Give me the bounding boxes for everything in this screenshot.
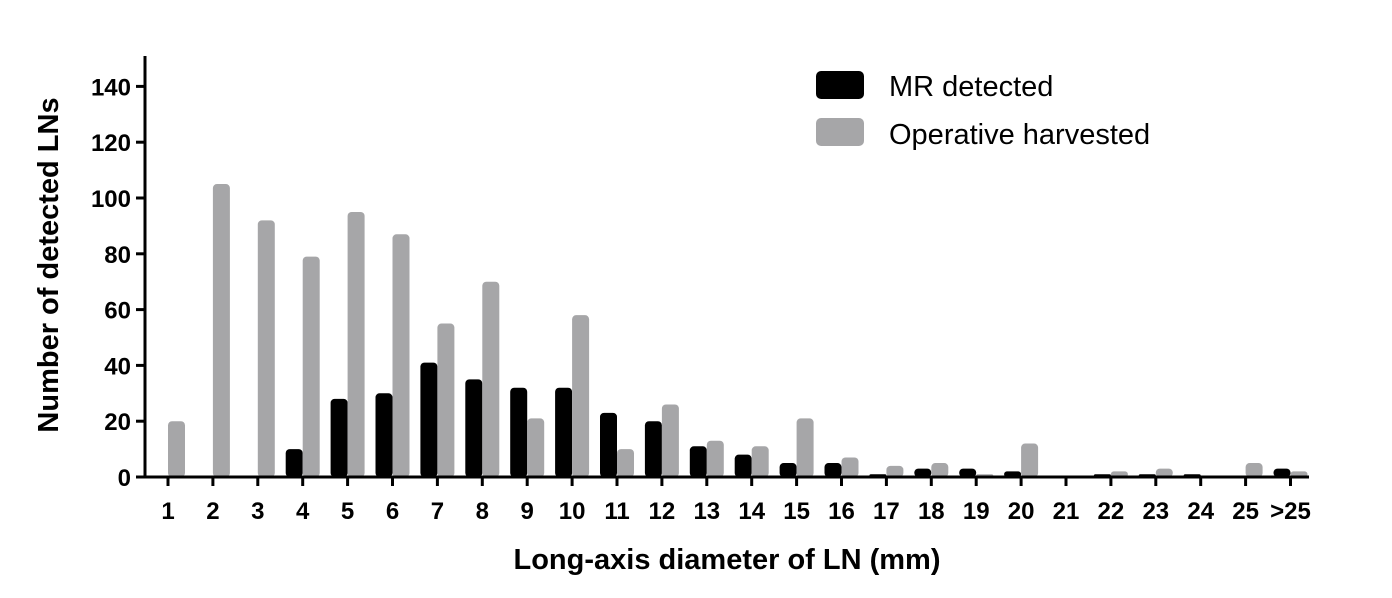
x-axis-title: Long-axis diameter of LN (mm)	[514, 544, 941, 576]
x-tick-label-22: 22	[1098, 498, 1125, 525]
bar-operative-harvested-12	[661, 404, 679, 477]
bar-operative-harvested-17	[886, 465, 904, 477]
bar-operative-harvested-13	[706, 440, 724, 477]
bar-operative-harvested-18	[931, 463, 949, 477]
legend-label-operative-harvested: Operative harvested	[889, 119, 1150, 151]
x-tick-label-12: 12	[649, 498, 676, 525]
bar-mr-detected-13	[689, 446, 707, 477]
x-tick-label-4: 4	[296, 498, 310, 525]
x-tick-label-gt25: >25	[1270, 498, 1311, 525]
bar-operative-harvested-7	[437, 323, 455, 477]
legend: MR detected Operative harvested	[816, 71, 1150, 151]
bar-mr-detected-15	[779, 463, 797, 477]
legend-swatch-operative-harvested	[816, 118, 864, 146]
x-tick-label-1: 1	[161, 498, 174, 525]
y-tick-label-40: 40	[104, 353, 131, 380]
bar-operative-harvested-23	[1155, 468, 1173, 477]
bar-mr-detected-10	[555, 387, 573, 477]
legend-label-mr-detected: MR detected	[889, 71, 1053, 103]
y-tick-label-60: 60	[104, 298, 131, 325]
x-tick-label-16: 16	[828, 498, 855, 525]
y-tick-label-140: 140	[91, 74, 131, 101]
bar-operative-harvested-3	[257, 220, 275, 477]
bar-operative-harvested-5	[347, 211, 365, 477]
x-axis: 1 2 3 4 5 6 7 8 9 10 11 12 13 14 15 16 17 18 19 20 21 22 23 24 2…	[144, 475, 1311, 525]
bar-operative-harvested-10	[572, 315, 590, 477]
x-tick-label-23: 23	[1142, 498, 1169, 525]
x-tick-label-6: 6	[386, 498, 399, 525]
x-tick-label-5: 5	[341, 498, 354, 525]
x-tick-label-11: 11	[604, 498, 629, 525]
x-tick-label-10: 10	[559, 498, 586, 525]
x-tick-label-15: 15	[783, 498, 810, 525]
y-axis: 0 20 40 60 80 100 120 140	[91, 56, 147, 492]
x-tick-label-21: 21	[1053, 498, 1080, 525]
bar-mr-detected-16	[824, 463, 842, 477]
bar-mr-detected-4	[285, 449, 303, 477]
x-tick-label-17: 17	[873, 498, 900, 525]
x-tick-label-13: 13	[693, 498, 720, 525]
bar-mr-detected-19	[959, 468, 977, 477]
y-tick-label-20: 20	[104, 409, 131, 436]
bar-mr-detected-18	[914, 468, 932, 477]
bar-mr-detected-7	[420, 362, 438, 477]
bar-operative-harvested-9	[527, 418, 545, 477]
y-tick-label-0: 0	[118, 465, 131, 492]
bar-operative-harvested-15	[796, 418, 814, 477]
x-tick-label-8: 8	[476, 498, 489, 525]
x-tick-label-2: 2	[206, 498, 219, 525]
bar-mr-detected-12	[644, 421, 662, 477]
bar-mr-detected-gt25	[1273, 468, 1291, 477]
bar-operative-harvested-14	[751, 446, 769, 477]
bar-mr-detected-5	[330, 398, 348, 477]
bar-mr-detected-6	[375, 393, 393, 477]
bar-operative-harvested-6	[392, 234, 410, 477]
bar-mr-detected-8	[465, 379, 483, 477]
y-axis-title: Number of detected LNs	[33, 97, 65, 432]
bar-operative-harvested-1	[168, 421, 185, 477]
bar-operative-harvested-11	[617, 449, 634, 477]
x-tick-label-20: 20	[1008, 498, 1035, 525]
x-tick-label-24: 24	[1187, 498, 1214, 525]
y-tick-label-100: 100	[91, 186, 131, 213]
bar-mr-detected-9	[510, 387, 528, 477]
x-tick-label-25: 25	[1232, 498, 1259, 525]
x-tick-label-19: 19	[963, 498, 990, 525]
y-tick-label-120: 120	[91, 130, 131, 157]
bar-operative-harvested-8	[482, 281, 500, 477]
x-tick-label-14: 14	[738, 498, 765, 525]
bar-operative-harvested-20	[1021, 443, 1039, 477]
bar-mr-detected-14	[734, 454, 752, 477]
x-tick-label-3: 3	[251, 498, 264, 525]
bar-mr-detected-11	[600, 412, 617, 477]
x-tick-label-7: 7	[431, 498, 444, 525]
bars-group	[168, 184, 1308, 478]
x-tick-label-18: 18	[918, 498, 945, 525]
y-tick-label-80: 80	[104, 242, 131, 269]
bar-operative-harvested-25	[1245, 463, 1263, 477]
bar-operative-harvested-2	[212, 184, 230, 478]
bar-operative-harvested-4	[302, 256, 320, 477]
bar-operative-harvested-16	[841, 457, 859, 477]
legend-swatch-mr-detected	[816, 71, 864, 99]
x-tick-label-9: 9	[521, 498, 534, 525]
